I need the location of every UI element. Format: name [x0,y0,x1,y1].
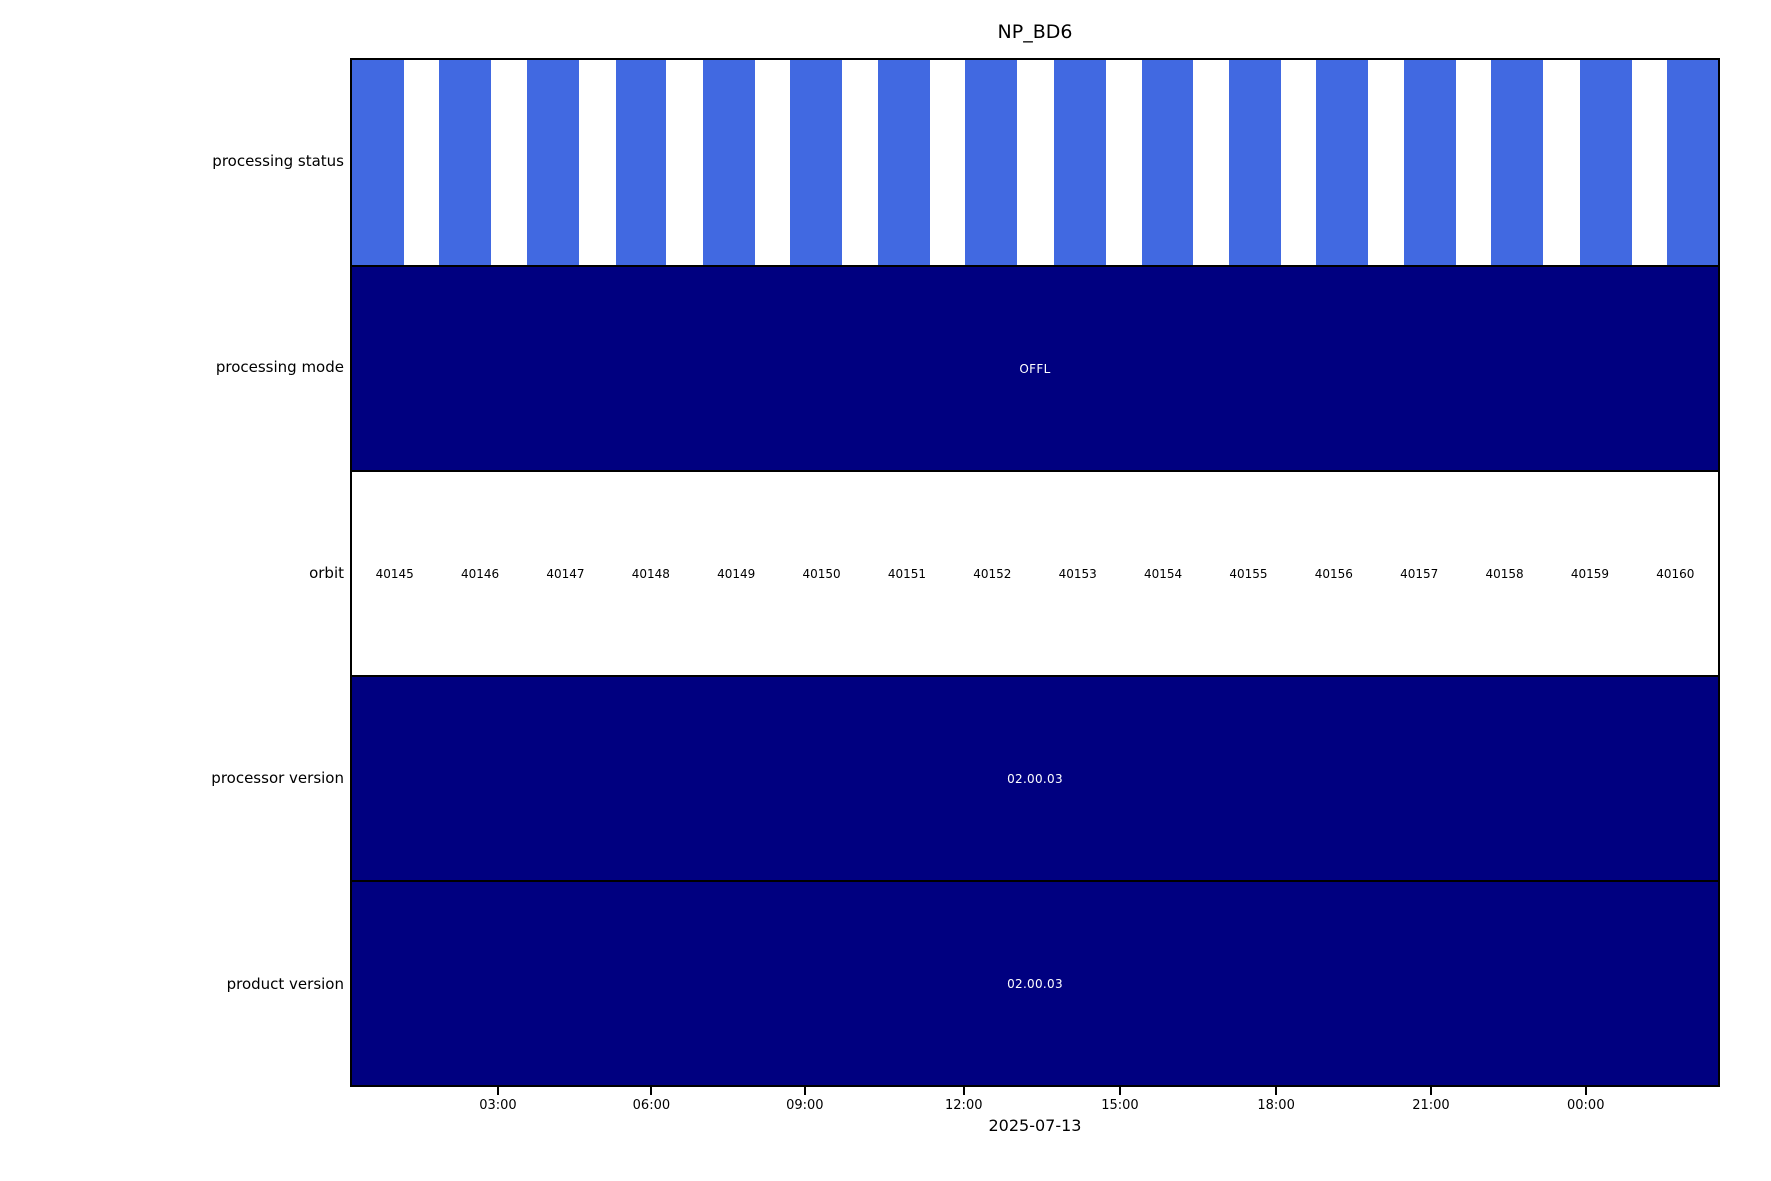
status-stripe [877,60,930,265]
x-tick-label: 00:00 [1567,1098,1605,1113]
orbit-number: 40149 [717,566,756,581]
status-stripe [615,60,667,265]
x-tick-label: 15:00 [1101,1098,1139,1113]
status-stripe [703,60,755,265]
status-stripe [1491,60,1544,265]
status-stripe [1141,60,1194,265]
orbit-number: 40156 [1314,566,1353,581]
orbit-number: 40153 [1058,566,1097,581]
x-tick-label: 06:00 [632,1098,671,1113]
plot-area: OFFL 40145 40146 40147 40148 40149 40150 40151 4… [350,58,1720,1087]
x-tick-mark [1275,1087,1278,1095]
chart-title: NP_BD6 [997,21,1073,43]
orbit-number: 40157 [1400,566,1439,581]
x-tick-mark [803,1087,806,1095]
status-stripe [439,60,492,265]
orbit-number: 40146 [460,566,500,581]
x-axis-date-label: 2025-07-13 [988,1116,1082,1135]
row-orbit: 40145 40146 40147 40148 40149 40150 40151 40152… [352,470,1718,675]
orbit-labels: 40145 40146 40147 40148 40149 40150 40151 40152… [352,472,1718,675]
status-stripe [1403,60,1456,265]
y-label-orbit: orbit [309,563,344,582]
x-tick-mark [1118,1087,1121,1095]
y-label-processing-mode: processing mode [215,357,344,376]
status-stripe [790,60,843,265]
y-label-product-version: product version [226,975,344,994]
status-stripe [1316,60,1369,265]
orbit-number: 40160 [1656,566,1695,581]
x-tick-label: 09:00 [786,1098,824,1113]
orbit-number: 40150 [802,566,841,581]
status-stripe [526,60,579,265]
status-stripe [965,60,1018,265]
orbit-number: 40147 [546,566,585,581]
row-product-version: 02.00.03 [352,880,1718,1085]
orbit-number: 40155 [1229,566,1268,581]
x-tick-mark [496,1087,499,1095]
status-stripe [1228,60,1281,265]
orbit-number: 40159 [1570,566,1610,581]
row-value-text: OFFL [1019,361,1051,376]
row-processing-status [352,60,1718,265]
orbit-number: 40151 [887,566,927,581]
orbit-number: 40158 [1485,566,1524,581]
x-tick-label: 12:00 [945,1098,983,1113]
row-processor-version: 02.00.03 [352,675,1718,880]
orbit-number: 40148 [631,566,670,581]
status-stripe [1667,60,1718,265]
orbit-number: 40154 [1143,566,1183,581]
x-tick-mark [650,1087,653,1095]
status-stripe [1054,60,1107,265]
status-stripe [352,60,404,265]
x-tick-mark [1584,1087,1587,1095]
status-stripe [1580,60,1632,265]
x-tick-label: 03:00 [479,1098,517,1113]
orbit-number: 40145 [375,566,414,581]
row-value-text: 02.00.03 [1007,771,1063,786]
row-value-text: 02.00.03 [1007,976,1063,991]
x-tick-label: 18:00 [1257,1098,1295,1113]
y-label-processing-status: processing status [212,151,344,170]
x-tick-mark [1429,1087,1432,1095]
x-tick-mark [962,1087,965,1095]
x-tick-label: 21:00 [1412,1098,1450,1113]
row-processing-mode: OFFL [352,265,1718,470]
orbit-number: 40152 [973,566,1012,581]
y-label-processor-version: processor version [211,769,344,788]
